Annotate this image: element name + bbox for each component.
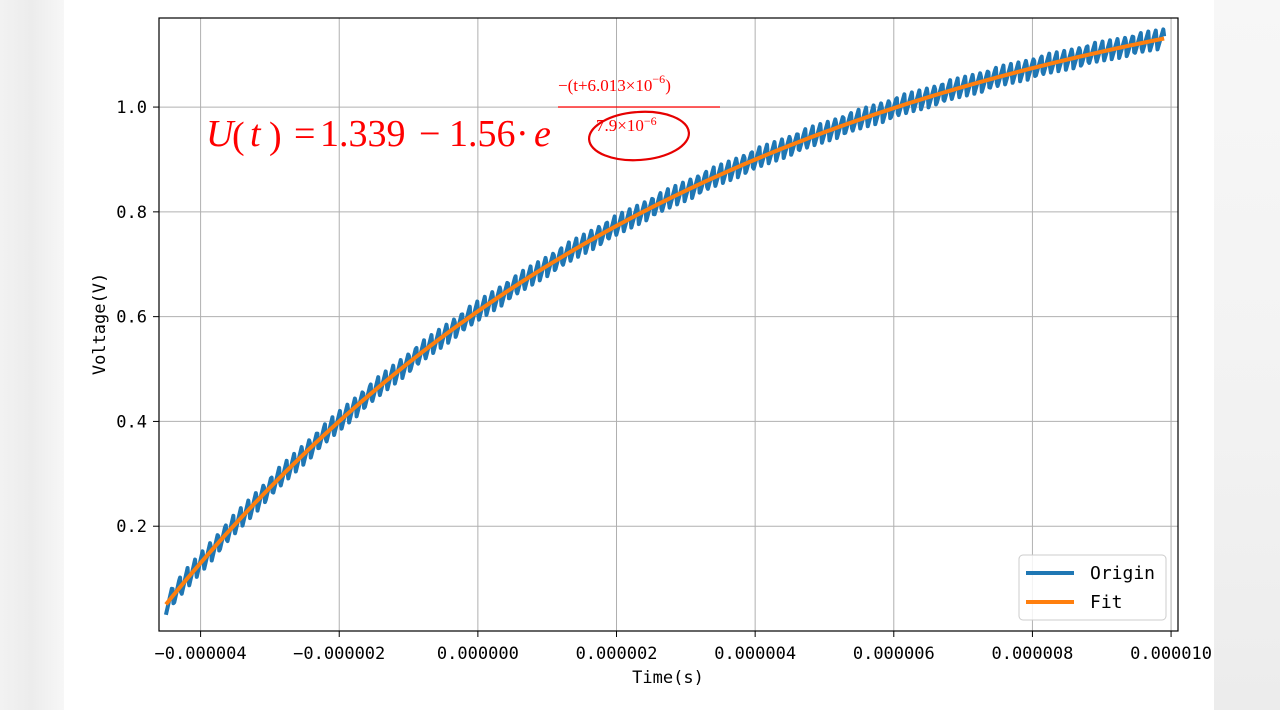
x-tick-label: −0.000002 bbox=[293, 644, 385, 664]
formula-t: t bbox=[250, 113, 262, 155]
legend-fit-label: Fit bbox=[1090, 592, 1123, 613]
formula-minus: − bbox=[419, 113, 440, 155]
x-axis-title: Time(s) bbox=[632, 668, 704, 688]
y-tick-label: 1.0 bbox=[116, 98, 147, 118]
left-shadow bbox=[0, 0, 64, 710]
x-tick-label: −0.000004 bbox=[155, 644, 247, 664]
formula-exp-denominator: 7.9×10−6 bbox=[596, 114, 657, 135]
right-shadow bbox=[1214, 0, 1280, 710]
plot-frame bbox=[158, 17, 1179, 632]
fit-formula: U ( t ) = 1.339 − 1.56 · e −(t+6.013×10−… bbox=[206, 72, 720, 162]
fit-series-line bbox=[164, 36, 1165, 606]
grid bbox=[159, 18, 1178, 631]
x-tick-label: 0.000008 bbox=[991, 644, 1073, 664]
formula-u: U bbox=[206, 113, 236, 155]
formula-a: 1.339 bbox=[320, 113, 406, 155]
origin-series-line bbox=[163, 27, 1167, 616]
x-axis-ticks: −0.000004 −0.000002 0.000000 0.000002 0.0000… bbox=[155, 631, 1212, 664]
y-tick-label: 0.6 bbox=[116, 308, 147, 328]
x-tick-label: 0.000010 bbox=[1130, 644, 1212, 664]
x-tick-label: 0.000006 bbox=[853, 644, 935, 664]
formula-equals: = bbox=[294, 113, 315, 155]
x-tick-label: 0.000004 bbox=[714, 644, 796, 664]
legend: Origin Fit bbox=[1018, 554, 1167, 621]
formula-exp-numerator: −(t+6.013×10−6) bbox=[558, 72, 671, 95]
formula-paren-open: ( bbox=[232, 115, 245, 157]
y-tick-label: 0.4 bbox=[116, 412, 147, 432]
y-tick-label: 0.2 bbox=[116, 517, 147, 537]
formula-b: 1.56 bbox=[449, 113, 516, 155]
formula-dot: · bbox=[516, 113, 529, 155]
chart-svg: −0.000004 −0.000002 0.000000 0.000002 0.0000… bbox=[90, 17, 1212, 688]
plot-lines bbox=[163, 27, 1167, 616]
formula-paren-close: ) bbox=[269, 115, 282, 157]
legend-origin-label: Origin bbox=[1090, 563, 1155, 584]
x-tick-label: 0.000002 bbox=[576, 644, 658, 664]
y-axis-title: Voltage(V) bbox=[90, 273, 110, 375]
formula-e: e bbox=[534, 113, 551, 155]
y-tick-label: 0.8 bbox=[116, 203, 147, 223]
y-axis-ticks: 0.2 0.4 0.6 0.8 1.0 bbox=[116, 98, 159, 537]
x-tick-label: 0.000000 bbox=[437, 644, 519, 664]
chart-figure: −0.000004 −0.000002 0.000000 0.000002 0.0000… bbox=[64, 0, 1214, 710]
formula-circled-tau bbox=[587, 110, 691, 162]
